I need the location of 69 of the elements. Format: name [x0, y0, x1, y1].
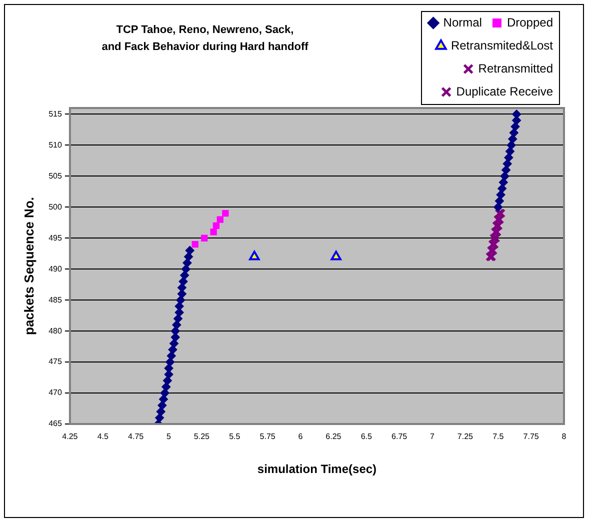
- y-axis-title: packets Sequence No.: [21, 197, 36, 335]
- point: [176, 296, 186, 305]
- point: [166, 358, 175, 367]
- point: [210, 228, 217, 236]
- x-tick-label: 7.75: [523, 432, 540, 442]
- point: [249, 250, 260, 260]
- point: [182, 258, 192, 268]
- point: [502, 165, 511, 174]
- y-tick-label: 500: [48, 202, 62, 212]
- point: [510, 122, 520, 132]
- point: [185, 246, 194, 256]
- point: [155, 413, 164, 422]
- point: [496, 190, 506, 200]
- x-tick-label: 6: [298, 432, 304, 442]
- x-tick-label: 6.75: [392, 432, 408, 442]
- point: [162, 382, 171, 392]
- point: [156, 407, 166, 416]
- point: [508, 134, 518, 144]
- x-tick-label: 5.75: [260, 432, 276, 442]
- legend-label: Retransmitted: [478, 61, 554, 76]
- point: [181, 264, 190, 274]
- point: [330, 250, 342, 260]
- legend-label: Dropped: [506, 15, 553, 30]
- x-tick-label: 4.25: [62, 432, 78, 442]
- x-tick-label: 8: [562, 432, 567, 442]
- point: [216, 216, 224, 223]
- x-tick-label: 7: [430, 432, 436, 442]
- y-tick-label: 515: [48, 109, 62, 118]
- point: [158, 400, 167, 410]
- point: [500, 172, 510, 181]
- y-tick-label: 485: [48, 295, 62, 304]
- x-tick-label: 4.75: [128, 432, 144, 442]
- point: [505, 146, 514, 156]
- x-tick-label: 7.25: [457, 432, 474, 442]
- point: [170, 338, 179, 348]
- point: [168, 345, 178, 354]
- point: [162, 376, 172, 386]
- y-tick-label: 465: [48, 419, 62, 428]
- point: [158, 394, 168, 404]
- x-tick-label: 4.5: [97, 432, 109, 442]
- x-tick-label: 5: [166, 432, 172, 442]
- point: [173, 314, 182, 324]
- x-tick-label: 5.5: [229, 432, 241, 442]
- y-tick-label: 480: [48, 326, 62, 336]
- point: [498, 184, 507, 194]
- point: [180, 270, 190, 280]
- point: [160, 388, 170, 398]
- y-tick-label: 510: [48, 140, 62, 150]
- point: [494, 196, 504, 206]
- point: [502, 159, 512, 168]
- legend-label: Duplicate Receive: [456, 84, 554, 98]
- chart-title: TCP Tahoe, Reno, Newreno, Sack, and Fack Behavior during Hard handoff: [100, 23, 310, 55]
- point: [192, 240, 198, 248]
- y-tick-label: 490: [48, 264, 62, 274]
- y-tick-label: 505: [48, 171, 62, 180]
- point: [201, 234, 208, 242]
- point: [172, 320, 182, 330]
- legend-label: Normal: [443, 15, 482, 30]
- legend-label: Retransmited&Lost: [450, 38, 554, 52]
- x-tick-label: 7.5: [492, 432, 504, 442]
- point: [222, 210, 229, 217]
- y-tick-label: 495: [48, 233, 62, 242]
- x-tick-label: 6.5: [360, 432, 372, 442]
- x-axis-title: simulation Time(sec): [257, 462, 377, 476]
- y-tick-label: 470: [48, 388, 62, 398]
- point: [212, 222, 220, 230]
- x-tick-label: 6.25: [326, 432, 342, 442]
- x-tick-label: 5.25: [194, 432, 210, 442]
- y-tick-label: 475: [48, 357, 62, 366]
